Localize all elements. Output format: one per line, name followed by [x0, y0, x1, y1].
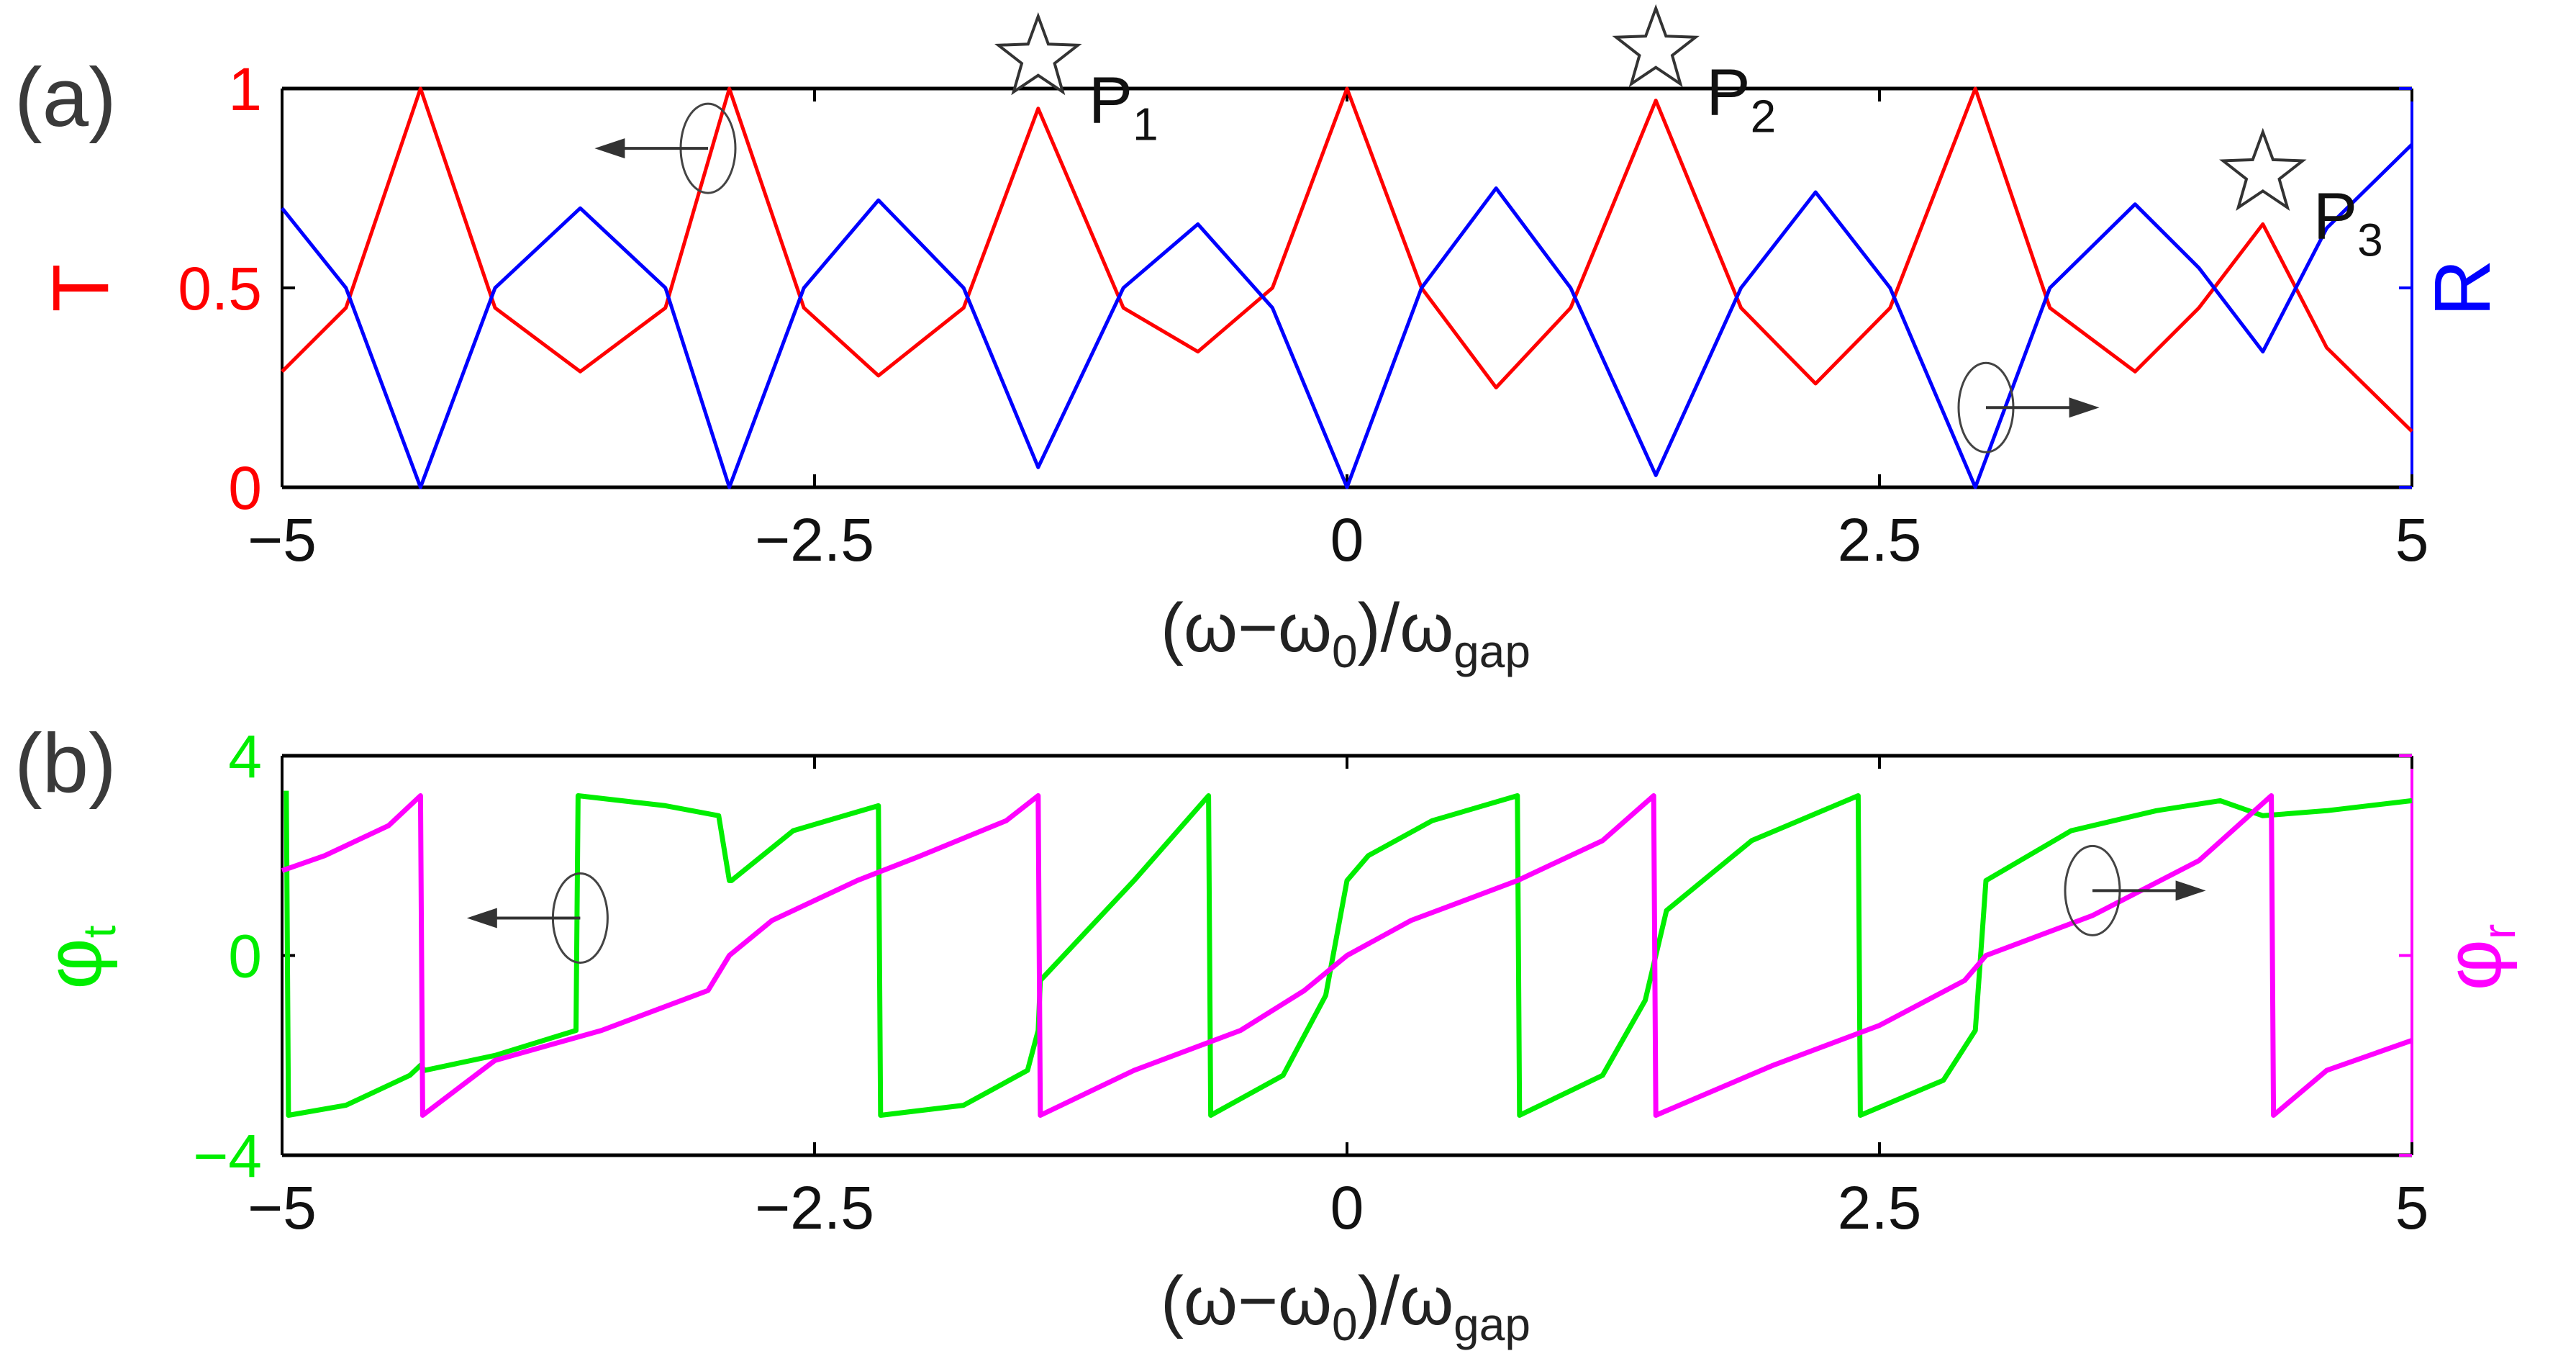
- panel-b: −5 −2.5 0 2.5 5 −4 0 4: [193, 723, 2428, 1242]
- x-tick-label: 2.5: [1838, 506, 1922, 574]
- y-tick-label: 0.5: [178, 255, 262, 322]
- x-tick-label: −2.5: [755, 506, 874, 574]
- axis-indicator-arrowhead: [2069, 397, 2100, 418]
- y-tick-label: 1: [228, 55, 262, 123]
- xlabel-a: (ω−ω0)/ωgap: [1161, 589, 1530, 677]
- y-tick-label: −4: [193, 1122, 262, 1190]
- y-tick-label: 0: [228, 923, 262, 990]
- t-axis-label: T: [37, 263, 125, 312]
- panel-label-a: (a): [14, 50, 117, 144]
- star-marker: [1612, 4, 1700, 88]
- peak-label-p3: P3: [2313, 179, 2383, 266]
- axis-indicator-arrowhead: [594, 138, 625, 159]
- series-line-T: [281, 86, 2413, 433]
- x-tick-label: 0: [1330, 1174, 1364, 1242]
- y-tick-label: 4: [228, 723, 262, 790]
- xlabel-b: (ω−ω0)/ωgap: [1161, 1262, 1530, 1350]
- phi-r-axis-label: φr: [2429, 924, 2525, 991]
- x-tick-label: 0: [1330, 506, 1364, 574]
- x-tick-label: 5: [2395, 1174, 2429, 1242]
- x-tick-label: 2.5: [1838, 1174, 1922, 1242]
- plot-layer: −5 −2.5 0 2.5 5 0 0.5 1 P1 P2 P3 −5 −2.5 0 2.5 5 −4 0 4: [178, 4, 2429, 1242]
- x-tick-label: −5: [248, 506, 317, 574]
- x-tick-label: 5: [2395, 506, 2429, 574]
- y-tick-label: 0: [228, 454, 262, 522]
- star-marker: [2219, 127, 2307, 212]
- series-line-R: [281, 143, 2413, 489]
- peak-label-p2: P2: [1706, 56, 1776, 143]
- panel-a: −5 −2.5 0 2.5 5 0 0.5 1 P1 P2 P3: [178, 4, 2429, 574]
- axis-indicator-arrowhead: [2175, 880, 2206, 901]
- star-marker: [994, 12, 1082, 96]
- peak-label-p1: P1: [1089, 64, 1158, 150]
- x-tick-label: −2.5: [755, 1174, 874, 1242]
- axis-indicator-arrowhead: [466, 908, 497, 929]
- r-axis-label: R: [2418, 259, 2507, 316]
- phi-t-axis-label: φt: [30, 925, 125, 989]
- panel-label-b: (b): [14, 716, 117, 810]
- series-line-φr: [281, 793, 2413, 1118]
- series-line-φt: [284, 790, 2413, 1118]
- x-tick-label: −5: [248, 1174, 317, 1242]
